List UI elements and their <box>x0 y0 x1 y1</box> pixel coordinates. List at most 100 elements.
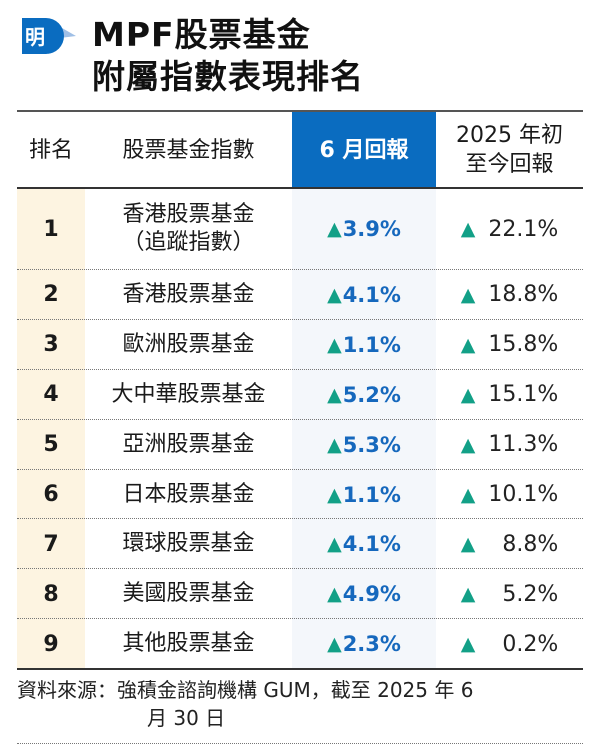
header-ytd-line-1: 2025 年初 <box>456 123 563 148</box>
row-divider <box>17 618 583 620</box>
source-line-1: 資料來源：強積金諮詢機構 GUM，截至 2025 年 6 <box>17 678 474 702</box>
fund-name-cell: 香港股票基金 （追蹤指數） <box>85 188 292 270</box>
june-return-cell: ▲ 4.1% <box>292 270 436 320</box>
triangle-up-icon: ▲ <box>460 433 476 456</box>
rank-cell: 1 <box>43 216 59 242</box>
ytd-return-value: 22.1% <box>488 216 559 242</box>
june-return-cell: ▲ 3.9% <box>292 188 436 270</box>
fund-name-line-1: 大中華股票基金 <box>111 381 266 407</box>
table-bottom-rule <box>17 668 583 670</box>
triangle-up-icon: ▲ <box>327 383 342 406</box>
table-row: 4 大中華股票基金 ▲ 5.2% ▲ 15.1% <box>17 370 583 420</box>
june-return-value: 1.1% <box>342 482 401 507</box>
triangle-up-icon: ▲ <box>327 283 342 306</box>
fund-name-cell: 亞洲股票基金 <box>85 420 292 470</box>
triangle-up-icon: ▲ <box>460 333 476 356</box>
title-line-2: 附屬指數表現排名 <box>92 57 364 96</box>
row-divider <box>17 318 583 320</box>
header-ytd: 2025 年初 至今回報 <box>436 112 583 188</box>
row-divider <box>17 568 583 570</box>
row-divider <box>17 368 583 370</box>
triangle-up-icon: ▲ <box>460 533 476 556</box>
table-row: 1 香港股票基金 （追蹤指數） ▲ 3.9% ▲ 22.1% <box>17 188 583 270</box>
ming-pao-logo-icon: 明 <box>18 14 82 58</box>
ytd-return-cell: ▲ 0.2% <box>436 619 583 669</box>
header-ytd-line-2: 至今回報 <box>465 152 554 177</box>
table-row: 3 歐洲股票基金 ▲ 1.1% ▲ 15.8% <box>17 320 583 370</box>
table-row: 6 日本股票基金 ▲ 1.1% ▲ 10.1% <box>17 470 583 520</box>
header-rank: 排名 <box>28 137 73 163</box>
table-row: 8 美國股票基金 ▲ 4.9% ▲ 5.2% <box>17 569 583 620</box>
fund-name-line-1: 香港股票基金 <box>122 202 255 227</box>
ytd-return-value: 10.1% <box>488 482 559 508</box>
ytd-return-value: 15.1% <box>488 382 559 408</box>
title-line-1: MPF股票基金 <box>92 15 311 54</box>
june-header-bg <box>292 112 436 188</box>
rank-cell: 7 <box>43 531 59 557</box>
june-return-value: 4.1% <box>342 282 401 307</box>
rank-cell: 2 <box>43 282 59 308</box>
fund-name-line-1: 歐洲股票基金 <box>122 331 255 357</box>
row-divider <box>17 418 583 420</box>
source-note: 資料來源：強積金諮詢機構 GUM，截至 2025 年 6 月 30 日 <box>17 676 583 732</box>
row-divider <box>17 468 583 470</box>
fund-name-cell: 日本股票基金 <box>85 470 292 520</box>
rank-cell: 3 <box>43 332 59 358</box>
fund-name-cell: 歐洲股票基金 <box>85 320 292 370</box>
triangle-up-icon: ▲ <box>460 633 476 656</box>
ytd-return-cell: ▲ 10.1% <box>436 470 583 520</box>
triangle-up-icon: ▲ <box>327 333 342 356</box>
triangle-up-icon: ▲ <box>460 283 476 306</box>
june-column-bg <box>292 188 436 669</box>
june-return-value: 4.9% <box>342 582 401 607</box>
fund-name-cell: 大中華股票基金 <box>85 370 292 420</box>
table-row: 9 其他股票基金 ▲ 2.3% ▲ 0.2% <box>17 619 583 669</box>
table-top-rule <box>17 110 583 112</box>
ytd-return-cell: ▲ 11.3% <box>436 420 583 470</box>
rank-cell: 6 <box>43 482 59 508</box>
rank-cell: 8 <box>43 581 59 607</box>
triangle-up-icon: ▲ <box>460 483 476 506</box>
rank-cell: 9 <box>43 631 59 657</box>
june-return-value: 5.3% <box>342 432 401 457</box>
june-return-cell: ▲ 1.1% <box>292 470 436 520</box>
triangle-up-icon: ▲ <box>327 218 342 240</box>
row-divider <box>17 269 583 270</box>
ytd-return-cell: ▲ 22.1% <box>436 188 583 270</box>
rank-column-bg <box>17 188 85 669</box>
june-return-cell: ▲ 1.1% <box>292 320 436 370</box>
june-return-value: 4.1% <box>342 532 401 557</box>
triangle-up-icon: ▲ <box>327 483 342 506</box>
footer-divider <box>17 743 583 744</box>
fund-name-line-1: 環球股票基金 <box>122 531 255 557</box>
triangle-up-icon: ▲ <box>460 218 476 240</box>
ytd-return-value: 11.3% <box>488 432 559 458</box>
source-line-2: 月 30 日 <box>147 706 226 730</box>
fund-name-cell: 香港股票基金 <box>85 270 292 320</box>
triangle-up-icon: ▲ <box>460 383 476 406</box>
triangle-up-icon: ▲ <box>460 583 476 606</box>
june-return-cell: ▲ 5.3% <box>292 420 436 470</box>
table-row: 7 環球股票基金 ▲ 4.1% ▲ 8.8% <box>17 520 583 570</box>
june-return-cell: ▲ 4.1% <box>292 520 436 570</box>
ytd-return-value: 8.8% <box>502 531 559 557</box>
triangle-up-icon: ▲ <box>327 433 342 456</box>
ytd-return-value: 5.2% <box>502 581 559 607</box>
rank-cell: 4 <box>43 382 59 408</box>
june-return-value: 2.3% <box>342 632 401 657</box>
triangle-up-icon: ▲ <box>327 633 342 656</box>
header-june: 6 月回報 <box>319 137 409 163</box>
june-return-value: 3.9% <box>342 217 401 241</box>
ytd-return-value: 18.8% <box>488 282 559 308</box>
june-return-value: 5.2% <box>342 382 401 407</box>
fund-name-line-2: （追蹤指數） <box>122 230 255 255</box>
ytd-return-value: 0.2% <box>502 631 559 657</box>
june-return-cell: ▲ 2.3% <box>292 619 436 669</box>
ytd-return-value: 15.8% <box>488 332 559 358</box>
fund-name-line-1: 香港股票基金 <box>122 281 255 307</box>
table-row: 2 香港股票基金 ▲ 4.1% ▲ 18.8% <box>17 270 583 320</box>
table-row: 5 亞洲股票基金 ▲ 5.3% ▲ 11.3% <box>17 420 583 470</box>
fund-name-cell: 美國股票基金 <box>85 569 292 619</box>
fund-name-cell: 環球股票基金 <box>85 520 292 570</box>
logo-char: 明 <box>25 25 45 49</box>
